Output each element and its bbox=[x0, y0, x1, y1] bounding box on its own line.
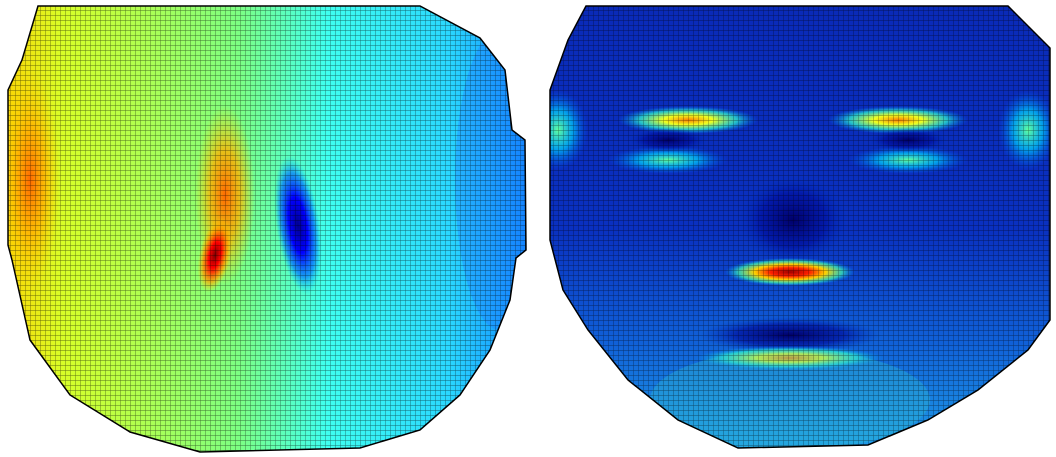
right-mesh-grid bbox=[550, 6, 1050, 448]
heatmap-right-canvas bbox=[549, 5, 1051, 449]
heatmap-left-canvas bbox=[7, 5, 527, 453]
right-face-outline bbox=[549, 5, 1051, 449]
face-heatmap-right bbox=[528, 0, 1056, 457]
left-mesh-grid bbox=[8, 6, 526, 452]
left-face-outline bbox=[7, 5, 527, 453]
face-heatmap-left bbox=[7, 5, 527, 453]
